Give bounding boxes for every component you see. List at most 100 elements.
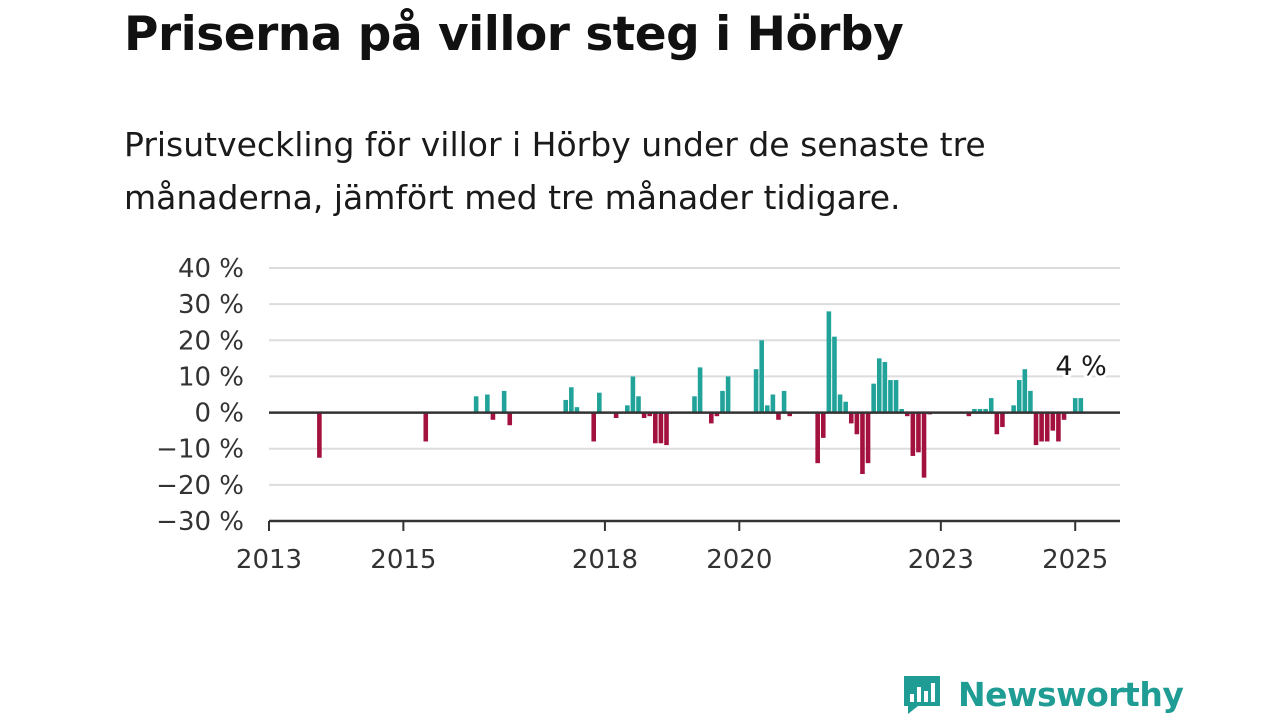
- bar: [837, 394, 843, 413]
- bar: [423, 412, 429, 442]
- bar: [753, 369, 759, 413]
- newsworthy-bar-chart-bubble-icon: [904, 676, 940, 714]
- bar: [1078, 398, 1084, 413]
- bar: [641, 412, 647, 418]
- bar: [658, 412, 664, 444]
- x-tick-label: 2020: [706, 545, 772, 575]
- grid-lines: [269, 267, 1120, 486]
- y-tick-label: −30 %: [156, 507, 244, 537]
- bar: [770, 394, 776, 413]
- bar: [569, 387, 574, 413]
- x-tick-label: 2018: [572, 545, 638, 575]
- bar: [759, 340, 764, 413]
- y-axis-labels: 40 % 30 % 20 % 10 % 0 % −10 % −20 % −30 %: [156, 254, 244, 537]
- chart-title: Priserna på villor steg i Hörby: [124, 7, 904, 62]
- bar: [910, 412, 916, 456]
- bar: [597, 392, 602, 413]
- bar: [1028, 390, 1033, 413]
- bar: [563, 399, 569, 413]
- y-tick-label: 40 %: [178, 254, 244, 284]
- bar: [860, 412, 865, 475]
- axes: [268, 411, 1120, 531]
- bar: [613, 412, 619, 418]
- bar: [787, 412, 792, 417]
- bar: [1056, 412, 1061, 442]
- bar: [871, 383, 876, 413]
- bar: [826, 311, 832, 413]
- bar: [507, 412, 513, 426]
- bars: [317, 311, 1084, 478]
- bar: [921, 412, 927, 478]
- y-tick-label: 0 %: [194, 399, 244, 429]
- bar: [473, 396, 479, 413]
- bar: [854, 412, 860, 435]
- bar: [848, 412, 854, 424]
- bar: [485, 394, 490, 413]
- bar: [983, 408, 988, 413]
- chart-subtitle: Prisutveckling för villor i Hörby under …: [124, 125, 986, 217]
- bar: [725, 376, 731, 413]
- bar: [764, 405, 770, 413]
- bar: [490, 412, 496, 420]
- bar: [501, 390, 507, 413]
- x-tick-label: 2015: [370, 545, 436, 575]
- bar: [888, 380, 893, 413]
- bar: [916, 412, 921, 453]
- bar: [882, 361, 888, 413]
- bar: [591, 412, 597, 442]
- bar: [988, 398, 994, 413]
- y-tick-label: −20 %: [156, 471, 244, 501]
- bar: [692, 396, 697, 413]
- bar: [1011, 405, 1016, 413]
- bar: [820, 412, 826, 438]
- bar: [630, 376, 636, 413]
- bar: [697, 367, 703, 413]
- bar: [653, 412, 658, 444]
- bar: [714, 412, 720, 417]
- y-tick-label: −10 %: [156, 435, 244, 465]
- bar: [1033, 412, 1039, 446]
- bar: [893, 380, 899, 413]
- bar: [1016, 380, 1022, 413]
- bar: [709, 412, 714, 424]
- bar: [1044, 412, 1050, 442]
- brand-name: Newsworthy: [958, 674, 1184, 714]
- bar: [1022, 369, 1028, 413]
- bar: [720, 390, 725, 413]
- bar: [1050, 412, 1056, 431]
- bar: [636, 396, 641, 413]
- bar: [815, 412, 820, 464]
- x-tick-label: 2023: [908, 545, 974, 575]
- x-tick-label: 2013: [236, 545, 302, 575]
- bar: [994, 412, 1000, 435]
- bar: [1000, 412, 1005, 428]
- y-tick-label: 10 %: [178, 362, 244, 392]
- bar: [664, 412, 669, 446]
- x-tick-label: 2025: [1042, 545, 1108, 575]
- last-value-label: 4 %: [1055, 351, 1106, 382]
- bar: [977, 408, 983, 413]
- bar: [832, 336, 837, 413]
- bar: [1072, 398, 1078, 413]
- bar: [781, 390, 787, 413]
- newsworthy-logo: Newsworthy: [902, 668, 1184, 720]
- bar: [972, 408, 977, 413]
- bar: [776, 412, 781, 420]
- y-tick-label: 30 %: [178, 290, 244, 320]
- bar: [1061, 412, 1067, 420]
- bar: [876, 358, 882, 413]
- x-axis-labels: 2013 2015 2018 2020 2023 2025: [236, 545, 1108, 575]
- bar: [865, 412, 871, 464]
- y-tick-label: 20 %: [178, 326, 244, 356]
- annotations: 4 %: [1052, 348, 1109, 385]
- bar: [843, 401, 848, 413]
- bar: [647, 412, 653, 417]
- bar: [966, 412, 972, 417]
- bar: [317, 412, 322, 458]
- bar: [1039, 412, 1044, 442]
- bar: [904, 412, 910, 417]
- bar: [574, 407, 580, 413]
- bar: [899, 408, 904, 413]
- bar: [625, 405, 630, 413]
